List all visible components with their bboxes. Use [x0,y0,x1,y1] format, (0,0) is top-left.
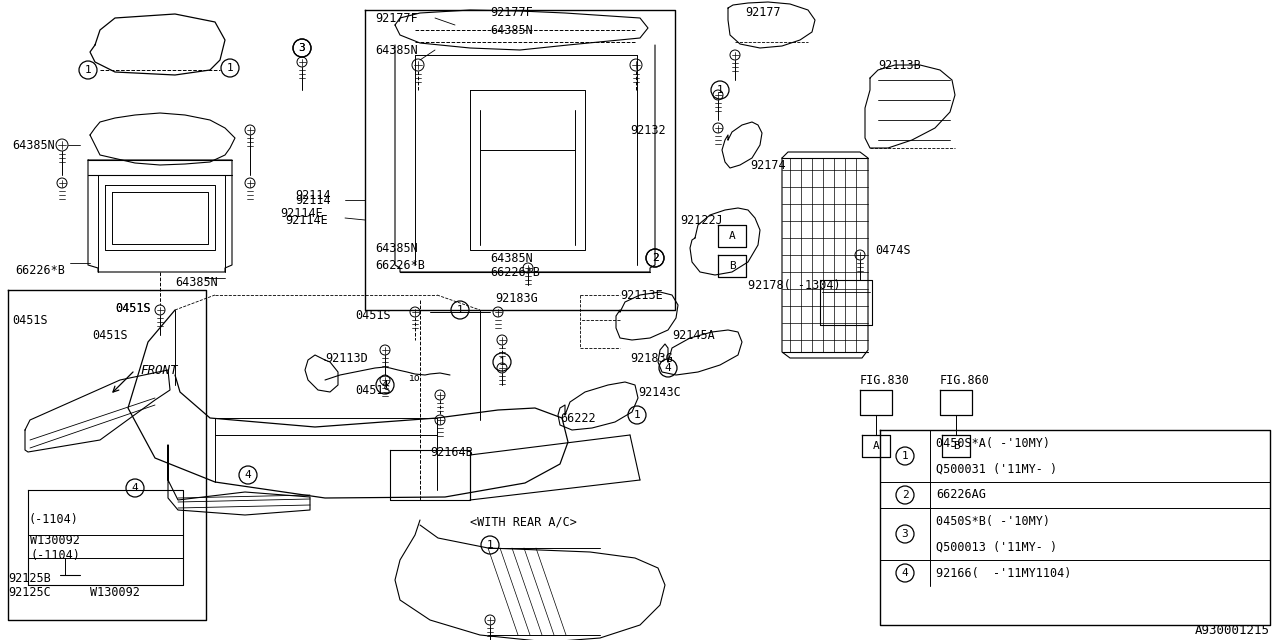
Text: A: A [728,231,736,241]
Text: (-1104): (-1104) [29,548,79,561]
Text: B: B [952,441,960,451]
Text: 3: 3 [298,43,306,53]
Text: 92113E: 92113E [620,289,663,301]
Text: 92183G: 92183G [630,351,673,365]
Text: 92114: 92114 [294,193,330,207]
Text: 4: 4 [381,380,388,390]
Text: 0451S: 0451S [355,383,390,397]
Text: 92177: 92177 [745,6,781,19]
Text: 1: 1 [457,305,463,315]
Text: Q500013 ('11MY- ): Q500013 ('11MY- ) [936,541,1057,554]
Text: 0451S: 0451S [92,328,128,342]
Text: 1: 1 [634,410,640,420]
Text: 92166(  -'11MY1104): 92166( -'11MY1104) [936,566,1071,579]
Text: A930001215: A930001215 [1196,623,1270,637]
Text: 3: 3 [901,529,909,539]
Text: A: A [873,441,879,451]
Text: Q500031 ('11MY- ): Q500031 ('11MY- ) [936,463,1057,476]
Text: 66226*B: 66226*B [490,266,540,278]
Text: FIG.860: FIG.860 [940,374,989,387]
Text: 92113B: 92113B [878,58,920,72]
Text: FRONT: FRONT [140,364,178,376]
Text: 92145A: 92145A [672,328,714,342]
Text: 4: 4 [901,568,909,578]
Text: io: io [408,373,420,383]
Text: 64385N: 64385N [490,252,532,264]
Text: 92174: 92174 [750,159,786,172]
Text: 4: 4 [664,363,672,373]
Text: 0451S: 0451S [115,301,151,314]
Text: 0451S: 0451S [12,314,47,326]
Text: W130092: W130092 [29,534,79,547]
Text: W130092: W130092 [90,586,140,600]
Text: 1: 1 [227,63,233,73]
Text: 0451S: 0451S [115,301,151,314]
Text: 1: 1 [901,451,909,461]
Text: 64385N: 64385N [12,138,55,152]
Text: 1: 1 [486,540,493,550]
Text: 66226*B: 66226*B [375,259,425,271]
Text: 4: 4 [132,483,138,493]
Text: 92113D: 92113D [325,351,367,365]
Text: 92114: 92114 [294,189,330,202]
Text: 3: 3 [298,43,306,53]
Text: 92183G: 92183G [495,291,538,305]
Text: 92143C: 92143C [637,387,681,399]
Text: B: B [728,261,736,271]
Text: <WITH REAR A/C>: <WITH REAR A/C> [470,515,577,529]
Text: 0451S: 0451S [355,308,390,321]
Text: 1: 1 [717,85,723,95]
Text: 2: 2 [652,253,658,263]
Text: 92114E: 92114E [280,207,323,220]
Text: 66226*B: 66226*B [15,264,65,276]
Text: 2: 2 [652,253,658,263]
Text: 0450S*B( -'10MY): 0450S*B( -'10MY) [936,515,1050,527]
Text: 92178( -1304): 92178( -1304) [748,278,841,291]
Text: 92177F: 92177F [375,12,417,24]
Text: 64385N: 64385N [375,44,417,56]
Text: 1: 1 [84,65,91,75]
Text: 92125C: 92125C [8,586,51,600]
Text: 92114E: 92114E [285,214,328,227]
Text: 64385N: 64385N [375,241,417,255]
Text: 4: 4 [244,470,251,480]
Text: 66222: 66222 [561,412,595,424]
Text: 92164B: 92164B [430,445,472,458]
Text: 66226AG: 66226AG [936,488,986,502]
Text: 64385N: 64385N [490,24,532,36]
Text: 2: 2 [901,490,909,500]
Text: 92177F: 92177F [490,6,532,19]
Text: 92132: 92132 [630,124,666,136]
Text: (-1104): (-1104) [28,513,78,527]
Text: 0474S: 0474S [876,243,910,257]
Text: 1: 1 [499,357,506,367]
Text: 0450S*A( -'10MY): 0450S*A( -'10MY) [936,436,1050,449]
Text: FIG.830: FIG.830 [860,374,910,387]
Text: 64385N: 64385N [175,275,218,289]
Text: 92122J: 92122J [680,214,723,227]
Text: 92125B: 92125B [8,572,51,584]
